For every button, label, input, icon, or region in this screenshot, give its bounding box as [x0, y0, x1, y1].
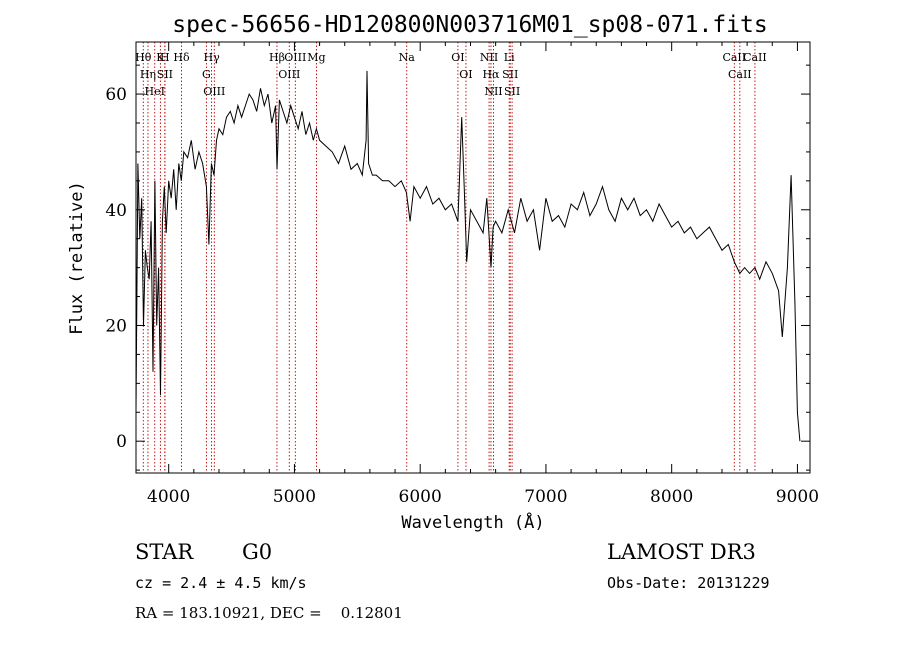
survey-name: LAMOST DR3 — [607, 540, 756, 564]
x-tick-label: 5000 — [273, 487, 316, 507]
line-label: K — [156, 51, 165, 64]
y-tick-label: 20 — [105, 316, 127, 336]
chart-title: spec-56656-HD120800N003716M01_sp08-071.f… — [172, 12, 767, 38]
x-tick-label: 6000 — [399, 487, 442, 507]
object-class: STAR — [135, 540, 194, 564]
x-tick-label: 4000 — [147, 487, 190, 507]
line-label: Hθ — [135, 51, 152, 64]
y-axis-label: Flux (relative) — [67, 181, 87, 335]
subclass: G0 — [242, 540, 273, 564]
line-label: Na — [399, 51, 416, 64]
redshift-velocity: cz = 2.4 ± 4.5 km/s — [135, 574, 307, 592]
line-label: SII — [157, 68, 173, 81]
line-label: SII — [504, 85, 520, 98]
line-label: OI — [459, 68, 472, 81]
line-label: CaII — [728, 68, 752, 81]
line-label: CaII — [743, 51, 767, 64]
y-tick-label: 0 — [116, 432, 127, 452]
line-label: OIII — [203, 85, 225, 98]
line-label: OIII — [284, 51, 306, 64]
line-label: Hη — [140, 68, 156, 81]
x-axis: 4000 5000 6000 7000 8000 9000 — [147, 42, 819, 507]
observation-date: Obs-Date: 20131229 — [607, 574, 770, 592]
line-label: H — [160, 51, 170, 64]
line-label: NII — [484, 85, 502, 98]
line-label: Hα — [482, 68, 500, 81]
line-label: Hγ — [203, 51, 220, 64]
coordinates: RA = 183.10921, DEC = 0.12801 — [135, 604, 403, 622]
y-tick-label: 60 — [105, 85, 127, 105]
plot-frame — [135, 41, 811, 474]
line-label: HeI — [145, 85, 165, 98]
y-axis: 0 20 40 60 — [105, 64, 810, 471]
line-label: Hδ — [173, 51, 190, 64]
line-label: OIII — [278, 68, 300, 81]
line-label: NII — [480, 51, 498, 64]
x-axis-label: Wavelength (Å) — [401, 511, 544, 533]
x-tick-label: 9000 — [776, 487, 819, 507]
spectrum-line — [135, 70, 801, 442]
line-label: SII — [502, 68, 518, 81]
line-label: Mg — [307, 51, 325, 64]
x-tick-label: 7000 — [524, 487, 567, 507]
line-label: OI — [451, 51, 464, 64]
x-tick-label: 8000 — [650, 487, 693, 507]
line-markers — [142, 42, 756, 473]
line-label: Hβ — [269, 51, 285, 64]
line-label: Li — [504, 51, 515, 64]
line-label: CaII — [722, 51, 746, 64]
y-tick-label: 40 — [105, 201, 127, 221]
line-label: G — [202, 68, 211, 81]
